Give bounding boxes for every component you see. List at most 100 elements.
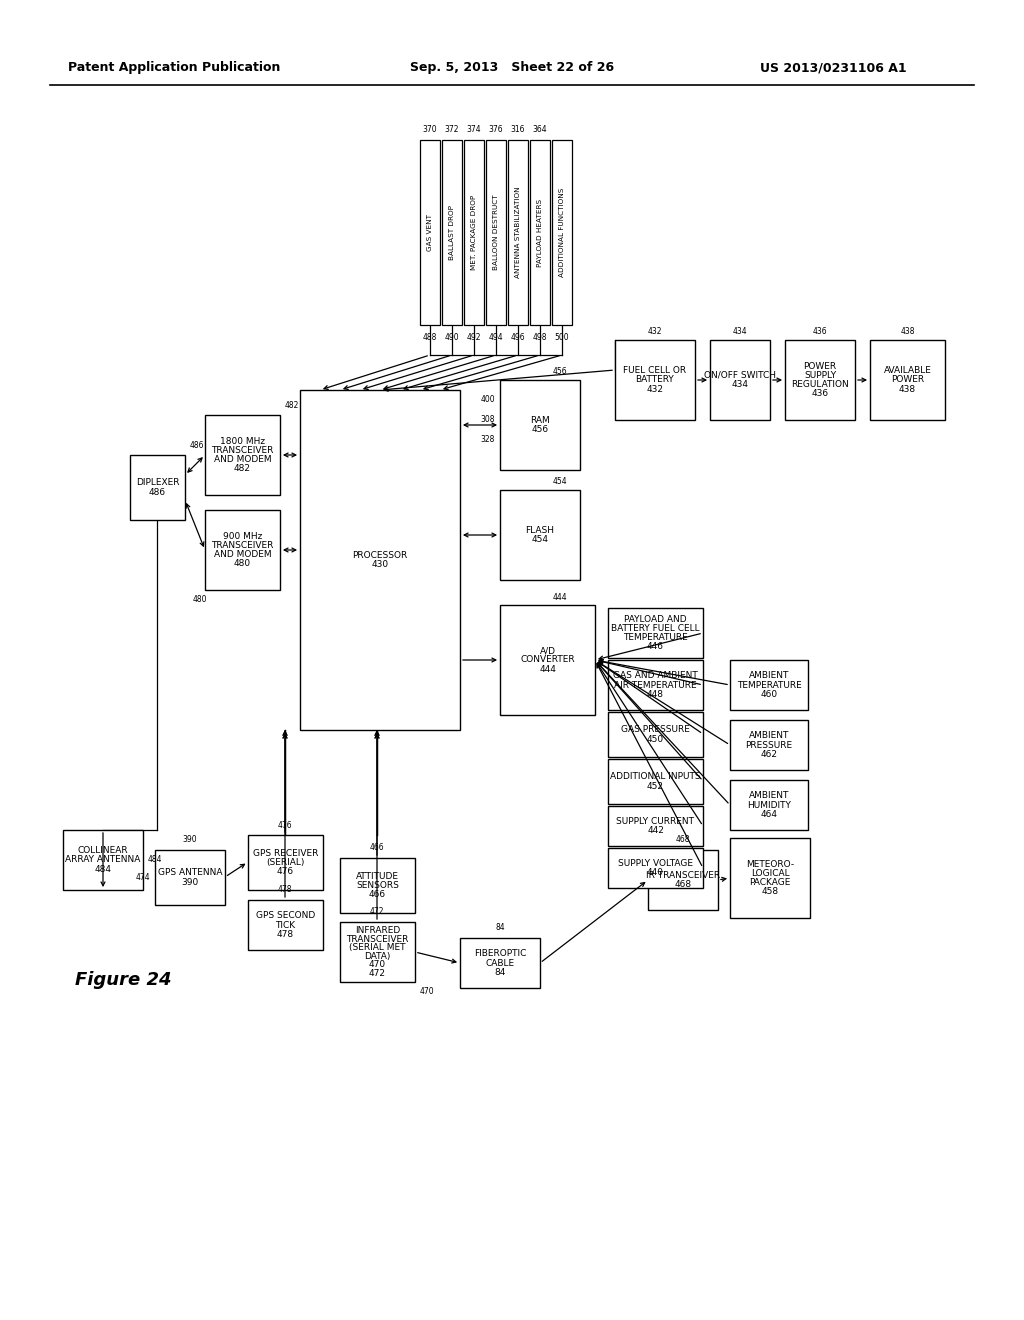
Text: 462: 462: [761, 750, 777, 759]
Text: Patent Application Publication: Patent Application Publication: [68, 62, 281, 74]
Text: 434: 434: [731, 380, 749, 389]
Text: 372: 372: [444, 125, 459, 135]
Text: 444: 444: [539, 664, 556, 673]
Bar: [340, 921, 415, 982]
Bar: [442, 140, 462, 325]
Text: AIR TEMPERATURE: AIR TEMPERATURE: [614, 681, 696, 689]
Text: TRANSCEIVER: TRANSCEIVER: [211, 541, 273, 550]
Text: PAYLOAD HEATERS: PAYLOAD HEATERS: [537, 198, 543, 267]
Text: 376: 376: [488, 125, 504, 135]
Text: GAS AND AMBIENT: GAS AND AMBIENT: [613, 672, 698, 680]
Text: 478: 478: [276, 929, 294, 939]
Text: 486: 486: [190, 441, 205, 450]
Text: ADDITIONAL FUNCTIONS: ADDITIONAL FUNCTIONS: [559, 187, 565, 277]
Text: 450: 450: [647, 734, 664, 743]
Text: ATTITUDE: ATTITUDE: [356, 873, 399, 880]
Text: 84: 84: [496, 924, 505, 932]
Text: 454: 454: [531, 535, 549, 544]
Text: CONVERTER: CONVERTER: [520, 656, 574, 664]
Text: AMBIENT: AMBIENT: [749, 672, 790, 680]
Text: 470: 470: [420, 987, 434, 997]
Text: FLASH: FLASH: [525, 525, 555, 535]
Text: 434: 434: [733, 327, 748, 337]
Text: 498: 498: [532, 333, 547, 342]
Text: 440: 440: [647, 869, 664, 876]
Bar: [155, 850, 225, 906]
Bar: [460, 939, 540, 987]
Bar: [710, 341, 770, 420]
Bar: [730, 780, 808, 830]
Text: 446: 446: [647, 642, 664, 651]
Text: 438: 438: [899, 384, 916, 393]
Text: TEMPERATURE: TEMPERATURE: [624, 634, 688, 642]
Bar: [552, 140, 572, 325]
Text: AND MODEM: AND MODEM: [214, 550, 271, 560]
Bar: [608, 609, 703, 657]
Bar: [870, 341, 945, 420]
Text: 474: 474: [135, 873, 150, 882]
Text: 370: 370: [423, 125, 437, 135]
Bar: [615, 341, 695, 420]
Text: INFRARED: INFRARED: [355, 927, 400, 936]
Text: 328: 328: [480, 436, 495, 445]
Text: 400: 400: [480, 396, 495, 404]
Text: PACKAGE: PACKAGE: [750, 878, 791, 887]
Text: BALLAST DROP: BALLAST DROP: [449, 205, 455, 260]
Text: METEORO-: METEORO-: [745, 859, 794, 869]
Text: 456: 456: [531, 425, 549, 434]
Text: 482: 482: [285, 400, 299, 409]
Bar: [63, 830, 143, 890]
Bar: [608, 847, 703, 888]
Text: ANTENNA STABILIZATION: ANTENNA STABILIZATION: [515, 186, 521, 279]
Text: IR TRANSCEIVER: IR TRANSCEIVER: [646, 871, 720, 880]
Text: GAS VENT: GAS VENT: [427, 214, 433, 251]
Text: 492: 492: [467, 333, 481, 342]
Text: 364: 364: [532, 125, 547, 135]
Bar: [530, 140, 550, 325]
Text: AND MODEM: AND MODEM: [214, 455, 271, 465]
Text: 436: 436: [811, 389, 828, 399]
Text: 468: 468: [675, 880, 691, 890]
Text: PRESSURE: PRESSURE: [745, 741, 793, 750]
Text: LOGICAL: LOGICAL: [751, 869, 790, 878]
Text: TRANSCEIVER: TRANSCEIVER: [346, 935, 409, 944]
Bar: [730, 719, 808, 770]
Text: 500: 500: [555, 333, 569, 342]
Text: POWER: POWER: [804, 362, 837, 371]
Text: (SERIAL MET: (SERIAL MET: [349, 944, 406, 952]
Bar: [730, 838, 810, 917]
Text: 430: 430: [372, 560, 388, 569]
Text: COLLINEAR: COLLINEAR: [78, 846, 128, 855]
Text: 308: 308: [480, 416, 495, 425]
Bar: [608, 759, 703, 804]
Bar: [500, 605, 595, 715]
Text: CABLE: CABLE: [485, 958, 515, 968]
Text: POWER: POWER: [891, 375, 924, 384]
Text: 444: 444: [553, 593, 567, 602]
Bar: [648, 850, 718, 909]
Text: 458: 458: [762, 887, 778, 896]
Bar: [608, 711, 703, 756]
Text: 390: 390: [182, 836, 198, 845]
Text: DIPLEXER: DIPLEXER: [136, 478, 179, 487]
Text: ARRAY ANTENNA: ARRAY ANTENNA: [66, 855, 140, 865]
Text: TICK: TICK: [275, 920, 296, 929]
Text: RAM: RAM: [530, 416, 550, 425]
Bar: [500, 490, 580, 579]
Bar: [464, 140, 484, 325]
Text: A/D: A/D: [540, 647, 555, 656]
Bar: [730, 660, 808, 710]
Text: 448: 448: [647, 689, 664, 698]
Text: GPS SECOND: GPS SECOND: [256, 911, 315, 920]
Text: SENSORS: SENSORS: [356, 880, 399, 890]
Text: 496: 496: [511, 333, 525, 342]
Text: 452: 452: [647, 781, 664, 791]
Text: 900 MHz: 900 MHz: [223, 532, 262, 541]
Text: 316: 316: [511, 125, 525, 135]
Text: AMBIENT: AMBIENT: [749, 731, 790, 741]
Text: BALLOON DESTRUCT: BALLOON DESTRUCT: [493, 194, 499, 271]
Bar: [248, 836, 323, 890]
Bar: [608, 807, 703, 846]
Text: FUEL CELL OR: FUEL CELL OR: [624, 367, 686, 375]
Text: US 2013/0231106 A1: US 2013/0231106 A1: [760, 62, 906, 74]
